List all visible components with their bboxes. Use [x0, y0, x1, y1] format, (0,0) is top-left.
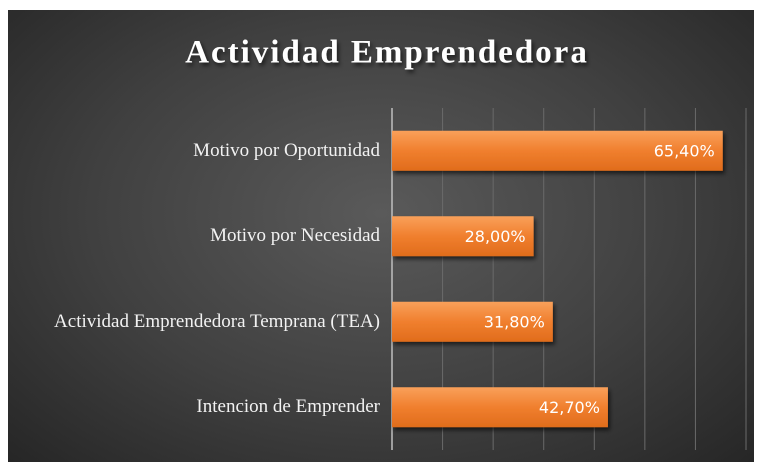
- bar: [392, 301, 553, 342]
- y-tick-label: Actividad Emprendedora Temprana (TEA): [54, 310, 380, 332]
- bar: [392, 387, 608, 428]
- chart-title: Actividad Emprendedora: [185, 35, 589, 71]
- value-label: 28,00%: [465, 227, 526, 246]
- bar: [392, 130, 723, 171]
- y-tick-label: Motivo por Necesidad: [210, 225, 380, 247]
- value-label: 31,80%: [484, 312, 545, 331]
- y-tick-label: Motivo por Oportunidad: [193, 139, 380, 161]
- bar: [392, 216, 534, 257]
- y-tick-label: Intencion de Emprender: [196, 396, 380, 418]
- value-label: 65,40%: [654, 141, 715, 160]
- value-label: 42,70%: [539, 398, 600, 417]
- chart-background: [8, 10, 754, 462]
